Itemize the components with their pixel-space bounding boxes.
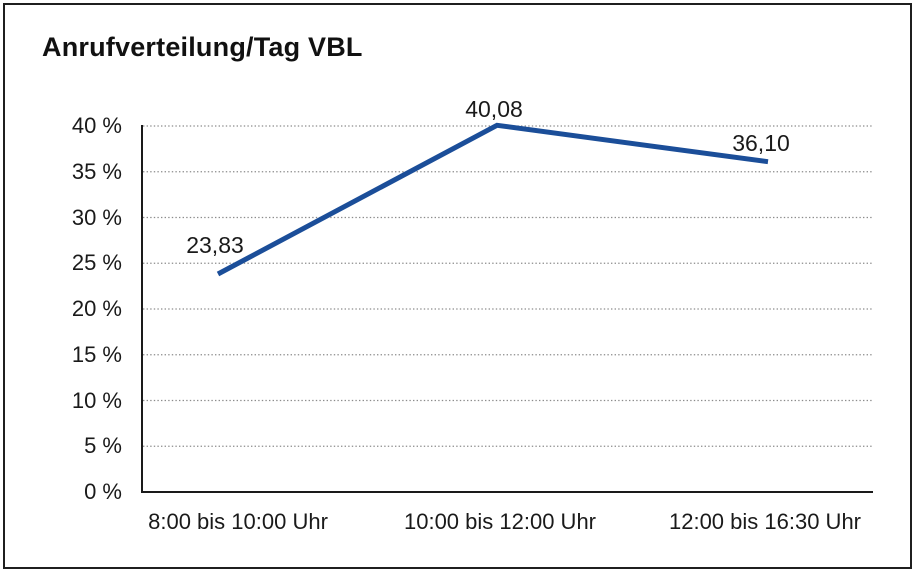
data-series-line (216, 122, 769, 277)
chart-title: Anrufverteilung/Tag VBL (42, 32, 363, 62)
chart-frame: Anrufverteilung/Tag VBL (3, 3, 912, 569)
